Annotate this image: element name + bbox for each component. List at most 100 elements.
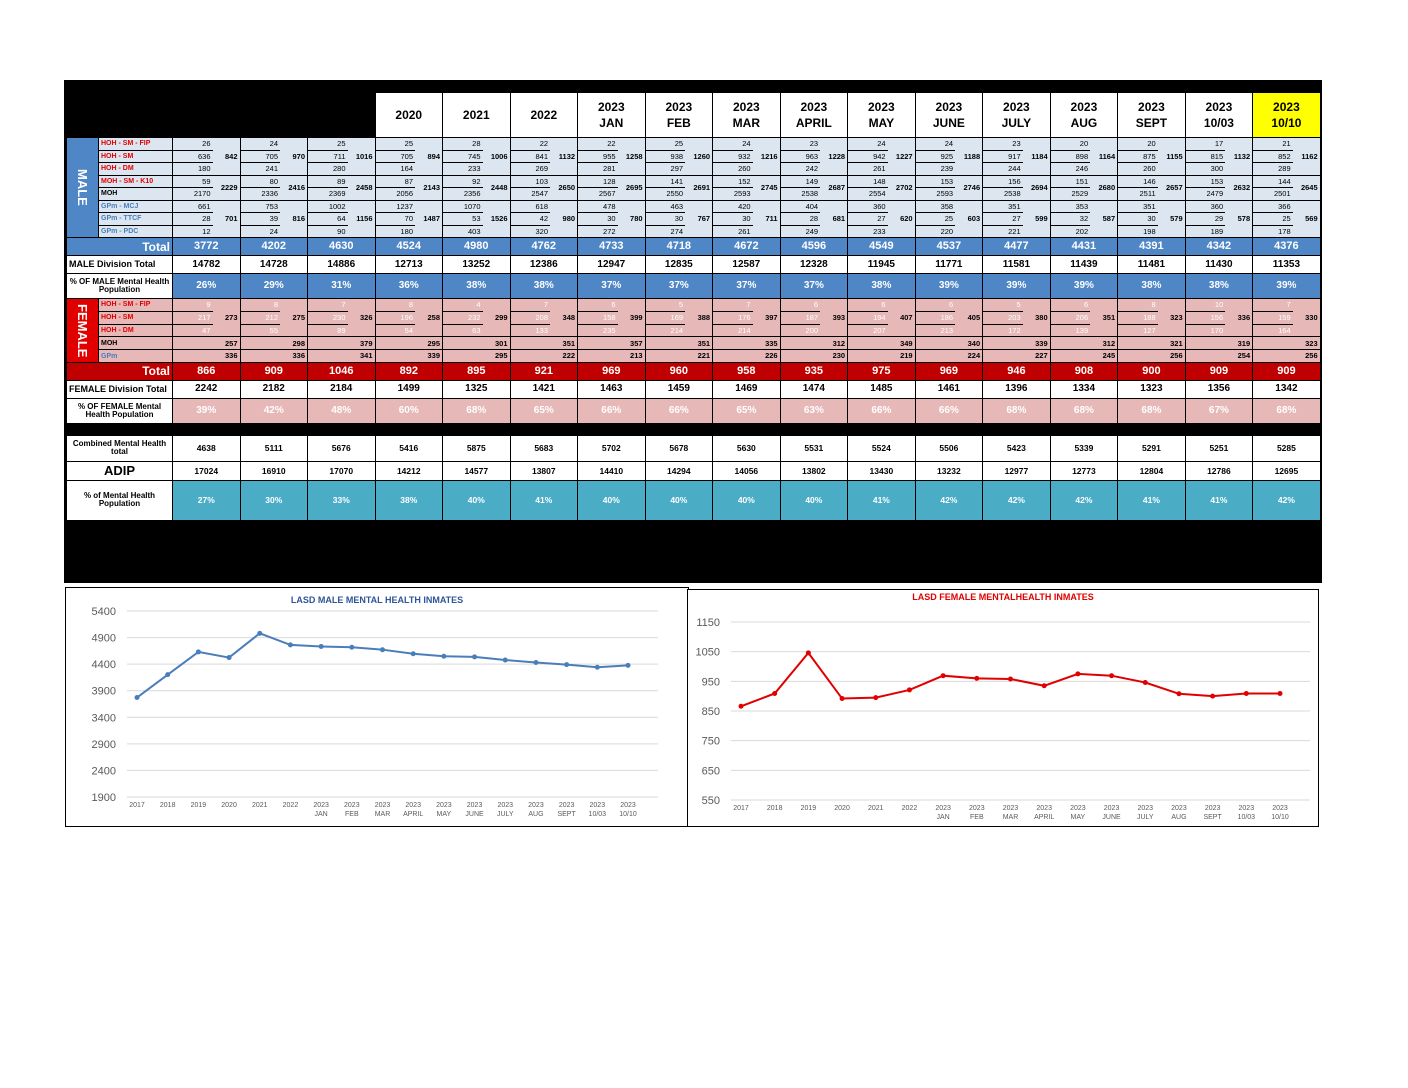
value-cell — [577, 349, 618, 363]
female-total-value: 960 — [644, 361, 714, 381]
subtotal-cell: 341 — [347, 349, 376, 363]
value-cell: 30 — [1117, 212, 1158, 226]
value-cell: 212 — [239, 310, 280, 325]
marker — [134, 695, 140, 701]
value-cell — [982, 336, 1023, 351]
value-cell: 705 — [374, 149, 415, 163]
row-label: HOH - SM - FIP — [98, 137, 173, 151]
row-label: MOH — [98, 187, 173, 201]
value-cell: 27 — [847, 212, 888, 226]
x-tick-label: 2017 — [733, 805, 749, 812]
value-cell: 2369 — [307, 187, 348, 201]
value-cell: 63 — [442, 323, 483, 338]
female-percent-value: 65% — [712, 397, 781, 424]
subtotal-cell: 1132 — [550, 137, 579, 176]
male-percent-value: 39% — [914, 273, 984, 299]
female-percent-value: 42% — [239, 397, 308, 424]
marker — [287, 642, 293, 648]
male-division-total-value: 11581 — [982, 255, 1051, 274]
subtotal-cell: 701 — [212, 199, 241, 238]
female-total-value: 909 — [1252, 361, 1321, 381]
value-cell: 27 — [982, 212, 1023, 226]
male-total-value: 4733 — [577, 237, 646, 256]
marker — [257, 630, 263, 636]
value-cell: 366 — [1252, 199, 1293, 213]
value-cell: 25 — [644, 137, 686, 151]
female-division-total-value: 1469 — [712, 379, 781, 399]
section-label: MALE — [66, 137, 99, 238]
marker — [195, 649, 201, 655]
value-cell — [374, 336, 415, 351]
male-percent-value: 37% — [644, 273, 714, 299]
female-division-total-value: 1342 — [1252, 379, 1321, 399]
value-cell — [1117, 349, 1158, 363]
subtotal-cell: 2416 — [280, 174, 308, 201]
value-cell: 53 — [442, 212, 483, 226]
subtotal-cell: 405 — [955, 297, 984, 338]
male-division-total-value: 14886 — [307, 255, 376, 274]
subtotal-cell: 397 — [752, 297, 781, 338]
male-total-value: 4718 — [644, 237, 714, 256]
mental-health-percent-value: 42% — [1049, 479, 1119, 521]
value-cell: 320 — [509, 224, 551, 238]
subtotal-cell: 357 — [617, 336, 646, 351]
value-cell: 17 — [1184, 137, 1226, 151]
value-cell — [172, 336, 213, 351]
male-percent-value: 38% — [1117, 273, 1186, 299]
subtotal-cell: 1016 — [347, 137, 376, 176]
subtotal-cell: 2143 — [415, 174, 444, 201]
male-total-value: 4342 — [1184, 237, 1254, 256]
subtotal-cell: 330 — [1292, 297, 1321, 338]
value-cell: 28 — [779, 212, 821, 226]
value-cell — [1184, 336, 1226, 351]
value-cell: 705 — [239, 149, 280, 163]
value-cell — [1117, 336, 1158, 351]
female-division-total-value: 1356 — [1184, 379, 1254, 399]
female-total-value: 909 — [239, 361, 308, 381]
adip-value: 12786 — [1184, 460, 1254, 481]
value-cell: 6 — [914, 298, 956, 312]
subtotal-cell: 780 — [617, 199, 646, 238]
male-division-total-value: 11771 — [914, 255, 984, 274]
x-tick-label: 2023 SEPT — [1203, 805, 1222, 822]
line — [136, 632, 629, 699]
y-tick-label: 5400 — [92, 606, 116, 618]
value-cell: 351 — [982, 199, 1023, 213]
value-cell — [239, 349, 280, 363]
subtotal-cell: 2745 — [752, 174, 781, 201]
subtotal-cell: 681 — [820, 199, 849, 238]
y-tick-label: 950 — [702, 676, 720, 688]
x-tick-label: 2019 — [800, 805, 817, 812]
value-cell: 841 — [509, 149, 551, 163]
combined-total-value: 5875 — [442, 434, 511, 462]
value-cell: 164 — [1252, 323, 1293, 338]
y-tick-label: 550 — [702, 795, 720, 807]
combined-total-value: 5423 — [982, 434, 1051, 462]
subtotal-cell: 213 — [617, 349, 646, 363]
male-percent-value: 38% — [509, 273, 579, 299]
value-cell: 2501 — [1252, 187, 1293, 201]
subtotal-cell: 2632 — [1225, 174, 1254, 201]
female-division-total-value: 1396 — [982, 379, 1051, 399]
female-percent-value: 60% — [374, 397, 444, 424]
value-cell: 22 — [509, 137, 551, 151]
marker — [594, 664, 600, 670]
mental-health-percent-value: 41% — [847, 479, 916, 521]
value-cell: 2479 — [1184, 187, 1226, 201]
male-division-total-value: 12835 — [644, 255, 714, 274]
male-division-total-value: 12386 — [509, 255, 579, 274]
subtotal-cell: 256 — [1157, 349, 1186, 363]
subtotal-cell: 254 — [1225, 349, 1254, 363]
value-cell: 103 — [509, 174, 551, 188]
value-cell: 144 — [1252, 174, 1293, 188]
subtotal-cell: 1132 — [1225, 137, 1254, 176]
male-percent-value: 29% — [239, 273, 308, 299]
combined-total-value: 5291 — [1117, 434, 1186, 462]
value-cell: 141 — [644, 174, 686, 188]
x-tick-label: 2023 JUNE — [1102, 805, 1121, 822]
female-percent-value: 68% — [982, 397, 1051, 424]
combined-total-value: 5683 — [509, 434, 579, 462]
male-percent-label: % OF MALE Mental Health Population — [66, 273, 173, 299]
value-cell: 159 — [1252, 310, 1293, 325]
subtotal-cell: 1258 — [617, 137, 646, 176]
